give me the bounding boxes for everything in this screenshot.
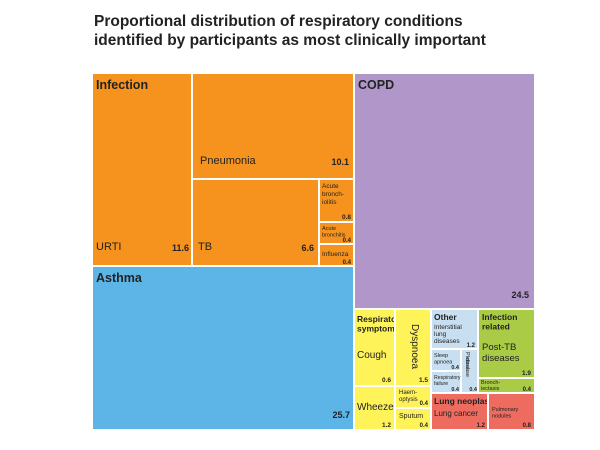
pneumonia-value: 10.1: [331, 157, 349, 167]
acute-bronchitis-value: 0.4: [343, 238, 352, 244]
chart-title-line-2: identified by participants as most clini…: [94, 32, 486, 49]
copd-tile: [353, 72, 536, 310]
pulmonary-nodules-label-1: Pulmonary: [492, 407, 519, 413]
influenza-label: Influenza: [322, 251, 349, 258]
dyspnoea-value: 1.5: [419, 377, 428, 384]
acute-bronchiolitis-label-3: iolitis: [322, 199, 337, 206]
cough-tile: [353, 308, 396, 387]
pulmonary-nodules-value: 0.8: [523, 423, 532, 429]
haemoptysis-label-2: optysis: [399, 397, 418, 403]
group-label-copd: COPD: [358, 78, 394, 92]
bronchiectasis-label-1: Bronch-: [481, 380, 500, 386]
group-label-other: Other: [434, 312, 457, 322]
tb-value: 6.6: [301, 243, 314, 253]
asthma-tile: [91, 265, 355, 431]
pleural-disease-label-2: disease: [464, 358, 470, 377]
respiratory-failure-label-1: Respiratory: [434, 375, 461, 381]
pleural-disease-label-1: Pleural: [464, 352, 470, 369]
sleep-apnea-label-2: apnoea: [434, 360, 453, 366]
pulmonary-nodules-label-2: nodules: [492, 414, 512, 420]
bronchiectasis-value: 0.4: [523, 387, 532, 393]
group-label-asthma: Asthma: [96, 271, 143, 285]
post-tb-value: 1.9: [522, 370, 531, 377]
haemoptysis-value: 0.4: [420, 401, 429, 407]
acute-bronchiolitis-label-2: bronch-: [322, 191, 344, 198]
group-label-respiratory-symptoms-2: symptoms: [357, 324, 400, 334]
acute-bronchiolitis-label-1: Acute: [322, 183, 339, 190]
urti-value: 11.6: [172, 243, 189, 253]
wheeze-tile: [353, 385, 396, 431]
influenza-value: 0.4: [343, 260, 352, 266]
group-label-lung-neoplasm: Lung neoplasm: [434, 396, 497, 406]
acute-bronchitis-label-2: bronchitis: [322, 233, 346, 239]
haemoptysis-label-1: Haem-: [399, 390, 417, 396]
interstitial-lung-label-3: diseases: [434, 338, 460, 345]
tb-label: TB: [198, 241, 212, 253]
interstitial-lung-label-1: Interstitial: [434, 324, 462, 331]
post-tb-label-2: diseases: [482, 353, 520, 364]
pulmonary-nodules-tile: [487, 392, 536, 431]
interstitial-lung-label-2: lung: [434, 331, 447, 338]
sleep-apnea-value: 0.4: [451, 365, 460, 371]
wheeze-value: 1.2: [382, 422, 391, 429]
chart-title-line-1: Proportional distribution of respiratory…: [94, 13, 463, 30]
urti-label: URTI: [96, 241, 121, 253]
interstitial-lung-value: 1.2: [467, 343, 476, 349]
cough-value: 0.6: [382, 377, 391, 384]
group-label-infection: Infection: [96, 78, 148, 92]
respiratory-failure-value: 0.4: [451, 387, 460, 393]
post-tb-tile: [477, 308, 536, 379]
group-label-respiratory-symptoms-1: Respiratory: [357, 314, 405, 324]
dyspnoea-tile: [394, 308, 432, 387]
bronchiectasis-label-2: iectasis: [481, 386, 500, 392]
acute-bronchitis-label-1: Acute: [322, 226, 336, 232]
sputum-value: 0.4: [420, 423, 429, 429]
wheeze-label: Wheeze: [357, 402, 394, 413]
group-label-infection-related-2: related: [482, 322, 510, 332]
dyspnoea-label: Dyspnoea: [409, 324, 420, 369]
copd-value: 24.5: [511, 290, 529, 300]
lung-cancer-label: Lung cancer: [434, 409, 478, 418]
sputum-label: Sputum: [399, 413, 423, 420]
lung-cancer-value: 1.2: [477, 423, 486, 429]
asthma-value: 25.7: [332, 410, 350, 420]
pleural-disease-value: 0.4: [469, 387, 478, 393]
group-label-infection-related-1: Infection: [482, 312, 517, 322]
respiratory-failure-label-2: failure: [434, 381, 448, 387]
urti-tile: [91, 72, 193, 267]
lung-cancer-tile: [430, 392, 489, 431]
post-tb-label-1: Post-TB: [482, 342, 516, 353]
pneumonia-label: Pneumonia: [200, 155, 257, 167]
sleep-apnea-label-1: Sleep: [434, 353, 448, 359]
pneumonia-tile: [191, 72, 355, 180]
acute-bronchiolitis-value: 0.8: [342, 214, 351, 221]
acute-bronchiolitis-tile: [318, 178, 355, 223]
cough-label: Cough: [357, 350, 386, 361]
chart-title: Proportional distribution of respiratory…: [94, 12, 564, 50]
